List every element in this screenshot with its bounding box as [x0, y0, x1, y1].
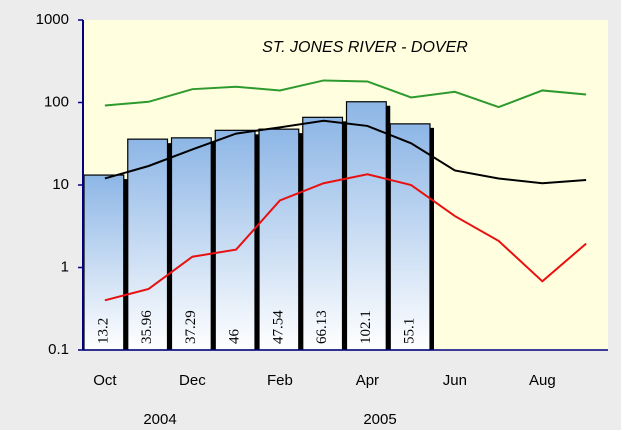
bar-value-label: 35.96: [139, 310, 155, 344]
x-tick-label: Feb: [267, 372, 293, 389]
x-tick-label: Dec: [179, 372, 206, 389]
bar-value-label: 55.1: [402, 318, 418, 344]
year-label: 2004: [143, 411, 176, 428]
bar: [214, 129, 256, 351]
bar-value-label: 66.13: [314, 310, 330, 344]
y-tick-label: 0.1: [48, 341, 69, 358]
bar-value-label: 47.54: [270, 310, 286, 344]
bar: [302, 116, 344, 351]
bar-value-label: 102.1: [358, 310, 374, 344]
bar: [258, 128, 300, 351]
y-tick-label: 1000: [36, 11, 69, 28]
bar-value-label: 37.29: [183, 310, 199, 344]
line: [104, 119, 587, 185]
bar: [170, 137, 212, 351]
x-tick-label: Jun: [443, 372, 467, 389]
line: [104, 79, 587, 109]
x-tick-label: Aug: [529, 372, 556, 389]
bar: [345, 101, 387, 351]
y-tick-label: 10: [52, 176, 69, 193]
chart-title: ST. JONES RIVER - DOVER: [262, 39, 468, 56]
y-tick-label: 1: [61, 258, 69, 275]
bar: [389, 123, 431, 351]
x-tick-label: Oct: [93, 372, 117, 389]
bar-value-label: 46: [227, 329, 243, 345]
year-label: 2005: [363, 411, 396, 428]
line: [104, 173, 587, 302]
y-tick-label: 100: [44, 93, 69, 110]
x-tick-label: Apr: [356, 372, 379, 389]
bar-value-label: 13.2: [95, 318, 111, 344]
